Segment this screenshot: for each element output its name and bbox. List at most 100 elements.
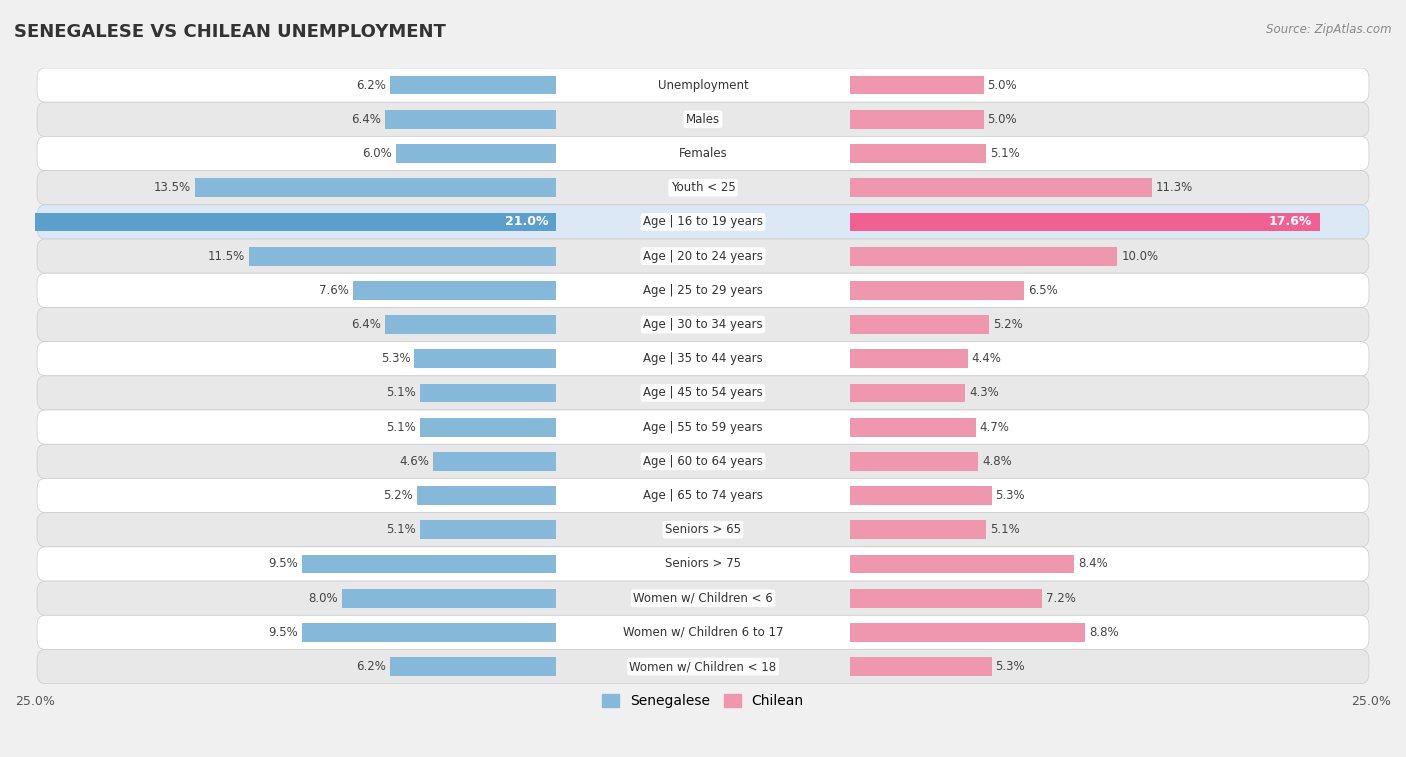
Text: Women w/ Children 6 to 17: Women w/ Children 6 to 17 [623, 626, 783, 639]
Text: 5.2%: 5.2% [384, 489, 413, 502]
Text: Youth < 25: Youth < 25 [671, 181, 735, 195]
Bar [851, 76, 984, 95]
Text: Age | 45 to 54 years: Age | 45 to 54 years [643, 386, 763, 400]
Text: 5.0%: 5.0% [987, 79, 1017, 92]
Bar [851, 179, 1152, 197]
Text: 9.5%: 9.5% [269, 626, 298, 639]
Text: Seniors > 75: Seniors > 75 [665, 557, 741, 571]
Text: Age | 25 to 29 years: Age | 25 to 29 years [643, 284, 763, 297]
FancyBboxPatch shape [37, 650, 1369, 684]
Text: 5.1%: 5.1% [990, 523, 1019, 536]
FancyBboxPatch shape [37, 170, 1369, 205]
FancyBboxPatch shape [37, 205, 1369, 239]
Text: 5.0%: 5.0% [987, 113, 1017, 126]
Bar [851, 418, 976, 437]
Text: 21.0%: 21.0% [505, 216, 548, 229]
FancyBboxPatch shape [37, 512, 1369, 547]
Text: 17.6%: 17.6% [1268, 216, 1312, 229]
FancyBboxPatch shape [37, 478, 1369, 512]
Text: 5.3%: 5.3% [995, 489, 1025, 502]
FancyBboxPatch shape [37, 581, 1369, 615]
FancyBboxPatch shape [37, 444, 1369, 478]
Text: Males: Males [686, 113, 720, 126]
Bar [249, 247, 555, 266]
FancyBboxPatch shape [37, 341, 1369, 375]
Bar [851, 384, 965, 403]
Text: Age | 60 to 64 years: Age | 60 to 64 years [643, 455, 763, 468]
Text: 6.2%: 6.2% [357, 660, 387, 673]
Text: 10.0%: 10.0% [1121, 250, 1159, 263]
Text: Source: ZipAtlas.com: Source: ZipAtlas.com [1267, 23, 1392, 36]
FancyBboxPatch shape [37, 239, 1369, 273]
FancyBboxPatch shape [37, 68, 1369, 102]
Text: SENEGALESE VS CHILEAN UNEMPLOYMENT: SENEGALESE VS CHILEAN UNEMPLOYMENT [14, 23, 446, 41]
Text: Age | 30 to 34 years: Age | 30 to 34 years [643, 318, 763, 331]
Text: Age | 55 to 59 years: Age | 55 to 59 years [643, 421, 763, 434]
Bar [851, 110, 984, 129]
Text: 6.2%: 6.2% [357, 79, 387, 92]
Bar [302, 623, 555, 642]
Text: Women w/ Children < 18: Women w/ Children < 18 [630, 660, 776, 673]
Text: Seniors > 65: Seniors > 65 [665, 523, 741, 536]
Bar [851, 144, 986, 163]
Text: 5.1%: 5.1% [387, 386, 416, 400]
Bar [851, 657, 991, 676]
Text: 8.8%: 8.8% [1090, 626, 1119, 639]
Text: 8.4%: 8.4% [1078, 557, 1108, 571]
FancyBboxPatch shape [37, 615, 1369, 650]
FancyBboxPatch shape [37, 375, 1369, 410]
Bar [353, 281, 555, 300]
Bar [342, 589, 555, 608]
Bar [195, 179, 555, 197]
FancyBboxPatch shape [37, 136, 1369, 170]
Bar [851, 452, 979, 471]
FancyBboxPatch shape [37, 547, 1369, 581]
Text: Unemployment: Unemployment [658, 79, 748, 92]
Bar [418, 486, 555, 505]
Text: 4.7%: 4.7% [980, 421, 1010, 434]
Text: 4.3%: 4.3% [969, 386, 998, 400]
Bar [420, 384, 555, 403]
Bar [851, 623, 1085, 642]
Bar [420, 418, 555, 437]
Bar [302, 555, 555, 573]
Text: Females: Females [679, 147, 727, 160]
Text: 6.4%: 6.4% [352, 113, 381, 126]
Text: 9.5%: 9.5% [269, 557, 298, 571]
FancyBboxPatch shape [37, 307, 1369, 341]
Bar [851, 589, 1042, 608]
Bar [851, 520, 986, 539]
Text: Age | 16 to 19 years: Age | 16 to 19 years [643, 216, 763, 229]
Text: 5.3%: 5.3% [381, 352, 411, 365]
Text: Women w/ Children < 6: Women w/ Children < 6 [633, 592, 773, 605]
Bar [433, 452, 555, 471]
Bar [851, 281, 1024, 300]
Text: 5.2%: 5.2% [993, 318, 1022, 331]
Text: 5.1%: 5.1% [387, 523, 416, 536]
FancyBboxPatch shape [37, 273, 1369, 307]
Bar [385, 110, 555, 129]
Bar [391, 76, 555, 95]
Text: 7.6%: 7.6% [319, 284, 349, 297]
Text: 6.4%: 6.4% [352, 318, 381, 331]
Text: Age | 20 to 24 years: Age | 20 to 24 years [643, 250, 763, 263]
Text: Age | 65 to 74 years: Age | 65 to 74 years [643, 489, 763, 502]
Bar [851, 555, 1074, 573]
Text: Age | 35 to 44 years: Age | 35 to 44 years [643, 352, 763, 365]
Bar [0, 213, 555, 232]
Text: 11.3%: 11.3% [1156, 181, 1194, 195]
FancyBboxPatch shape [37, 102, 1369, 136]
Text: 6.0%: 6.0% [361, 147, 392, 160]
Bar [415, 349, 555, 368]
Bar [851, 213, 1320, 232]
Bar [851, 349, 967, 368]
FancyBboxPatch shape [37, 410, 1369, 444]
Text: 5.1%: 5.1% [990, 147, 1019, 160]
Bar [391, 657, 555, 676]
Text: 4.8%: 4.8% [983, 455, 1012, 468]
Text: 11.5%: 11.5% [208, 250, 245, 263]
Bar [851, 486, 991, 505]
Bar [385, 315, 555, 334]
Bar [851, 315, 988, 334]
Text: 4.6%: 4.6% [399, 455, 429, 468]
